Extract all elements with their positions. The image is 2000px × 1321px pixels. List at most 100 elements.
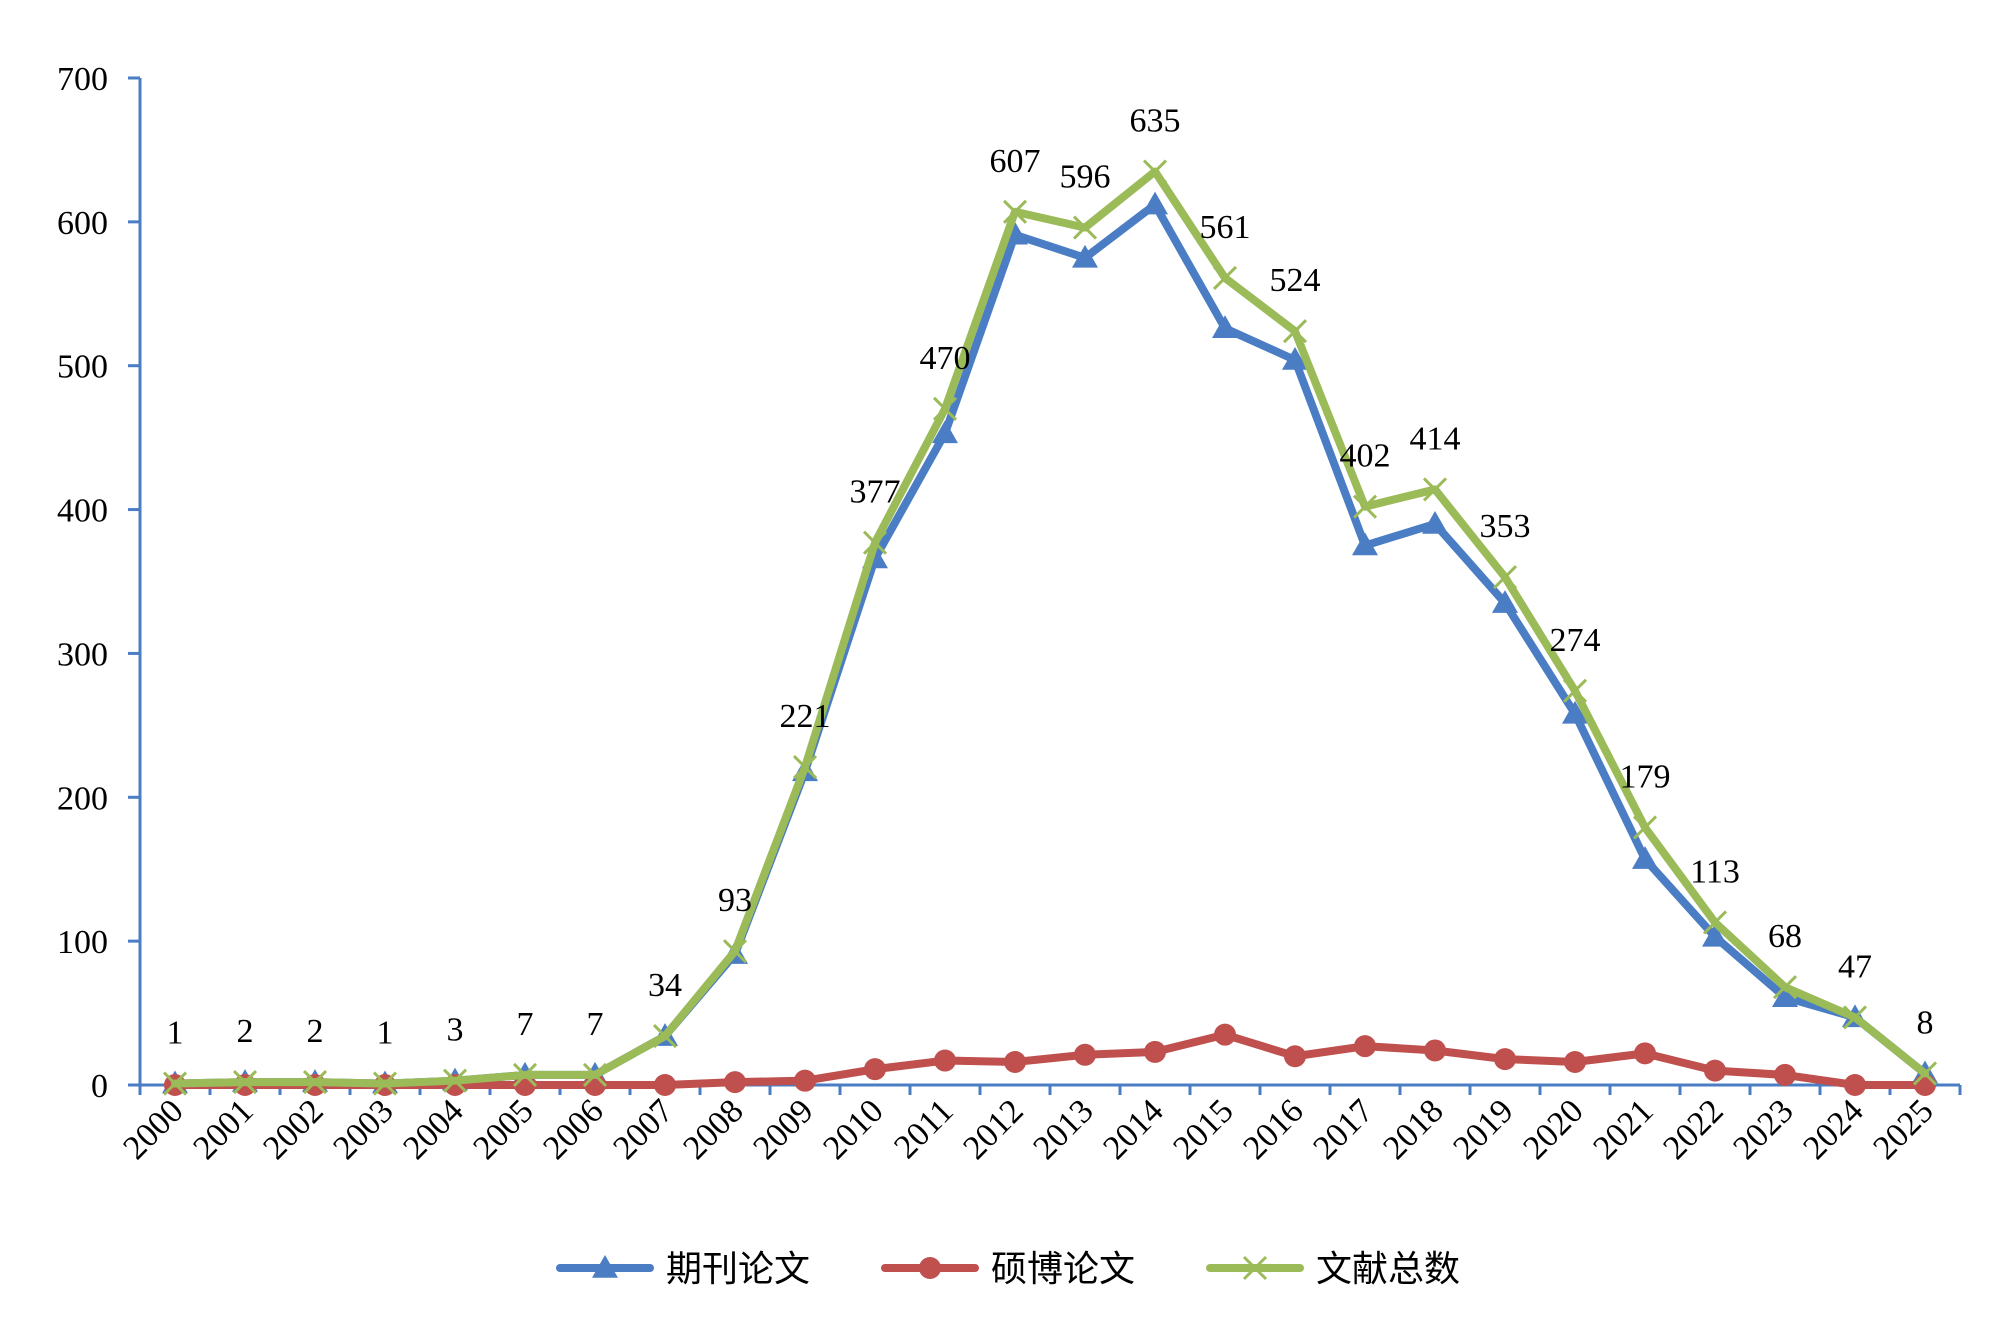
x-tick-label: 2021 — [1586, 1092, 1660, 1166]
x-marker-stroke — [1562, 678, 1588, 703]
x-tick-label: 2001 — [186, 1092, 260, 1166]
circle-marker — [934, 1049, 956, 1072]
y-tick-label: 400 — [57, 493, 108, 530]
x-marker — [1912, 1061, 1938, 1086]
x-marker — [1142, 159, 1168, 184]
x-tick-label: 2005 — [466, 1092, 540, 1166]
x-tick-label: 2012 — [956, 1092, 1030, 1166]
x-marker — [1492, 565, 1518, 590]
data-label: 470 — [920, 340, 971, 377]
x-marker — [932, 396, 958, 421]
x-marker — [862, 530, 888, 555]
x-tick-label: 2011 — [887, 1092, 960, 1165]
x-marker-stroke — [302, 1070, 328, 1095]
x-marker — [652, 1024, 678, 1049]
circle-marker — [1774, 1063, 1796, 1086]
data-label: 353 — [1480, 508, 1531, 545]
x-marker — [372, 1071, 398, 1096]
circle-marker — [1214, 1023, 1236, 1046]
x-marker-stroke — [162, 1071, 188, 1096]
x-tick-label: 2023 — [1726, 1092, 1800, 1166]
x-marker-stroke — [1842, 1005, 1868, 1030]
legend: 期刊论文 硕博论文 文献总数 — [556, 1249, 1460, 1290]
circle-marker — [724, 1071, 746, 1094]
series-lines — [162, 159, 1938, 1096]
data-label: 2 — [237, 1013, 254, 1050]
triangle-marker — [1772, 984, 1798, 1007]
x-tick-label: 2014 — [1096, 1092, 1170, 1166]
x-tick-label: 2007 — [606, 1092, 680, 1166]
x-marker — [1072, 215, 1098, 240]
x-marker-stroke — [1422, 477, 1448, 502]
x-marker-stroke — [1242, 1255, 1268, 1281]
y-tick-label: 200 — [57, 780, 108, 817]
circle-marker — [1074, 1043, 1096, 1066]
x-marker-stroke — [442, 1068, 468, 1093]
x-marker — [1242, 1255, 1268, 1281]
x-marker — [582, 1062, 608, 1087]
x-tick-label: 2016 — [1236, 1092, 1310, 1166]
triangle-marker — [1562, 700, 1588, 724]
data-label: 113 — [1690, 853, 1740, 890]
x-tick-label: 2017 — [1306, 1092, 1380, 1166]
circle-marker — [1004, 1050, 1026, 1073]
x-marker — [792, 755, 818, 780]
data-label: 524 — [1270, 262, 1321, 299]
x-tick-label: 2025 — [1866, 1092, 1940, 1166]
x-marker — [1282, 319, 1308, 344]
x-tick-label: 2013 — [1026, 1092, 1100, 1166]
legend-label: 硕博论文 — [991, 1249, 1135, 1290]
legend-item-0: 期刊论文 — [556, 1249, 810, 1290]
circle-marker — [1424, 1039, 1446, 1062]
triangle-marker — [1072, 244, 1098, 268]
x-tick-label: 2006 — [536, 1092, 610, 1166]
data-label: 561 — [1200, 209, 1251, 246]
circle-marker — [1564, 1050, 1586, 1073]
x-marker-stroke — [1142, 159, 1168, 184]
x-marker-stroke — [1492, 565, 1518, 590]
data-label: 402 — [1340, 438, 1391, 475]
x-marker — [232, 1070, 258, 1095]
x-marker — [1632, 815, 1658, 840]
x-tick-label: 2008 — [676, 1092, 750, 1166]
circle-marker — [1354, 1035, 1376, 1058]
data-label: 3 — [447, 1012, 464, 1049]
x-marker — [1352, 494, 1378, 519]
x-marker-stroke — [512, 1062, 538, 1087]
x-marker — [442, 1068, 468, 1093]
x-marker-stroke — [1072, 215, 1098, 240]
triangle-marker — [592, 1255, 618, 1278]
triangle-marker — [932, 420, 958, 444]
x-marker — [1562, 678, 1588, 703]
data-label: 7 — [517, 1006, 534, 1043]
x-marker-stroke — [582, 1062, 608, 1087]
x-marker-stroke — [1352, 494, 1378, 519]
data-label: 377 — [850, 474, 901, 511]
circle-marker — [1144, 1040, 1166, 1063]
x-marker — [1422, 477, 1448, 502]
data-label: 2 — [307, 1013, 324, 1050]
legend-item-1: 硕博论文 — [881, 1249, 1135, 1290]
x-marker — [722, 939, 748, 964]
circle-marker — [919, 1257, 941, 1279]
x-marker — [162, 1071, 188, 1096]
y-tick-label: 600 — [57, 205, 108, 242]
legend-label: 期刊论文 — [666, 1249, 810, 1290]
series-2 — [162, 159, 1938, 1096]
data-label: 607 — [990, 143, 1041, 180]
x-tick-label: 2010 — [816, 1092, 890, 1166]
circle-marker — [864, 1058, 886, 1081]
x-marker-stroke — [652, 1024, 678, 1049]
circle-marker — [794, 1069, 816, 1092]
x-marker-stroke — [232, 1070, 258, 1095]
triangle-marker — [1282, 346, 1308, 370]
triangle-marker — [1492, 590, 1518, 613]
y-tick-label: 500 — [57, 349, 108, 386]
data-label: 8 — [1917, 1004, 1934, 1041]
data-label: 34 — [648, 967, 682, 1004]
data-label: 221 — [780, 698, 831, 735]
triangle-marker — [1422, 510, 1448, 534]
series-0 — [162, 191, 1938, 1094]
